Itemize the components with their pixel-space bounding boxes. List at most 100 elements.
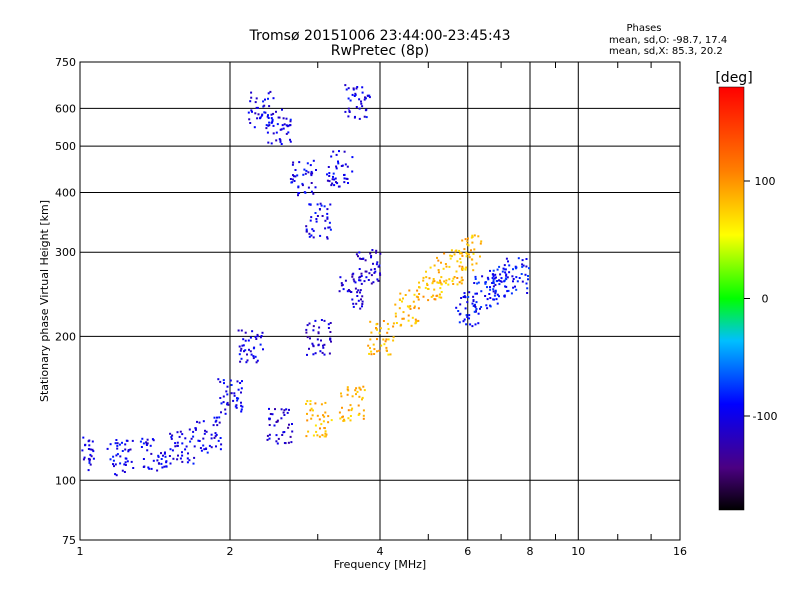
data-point — [314, 424, 317, 427]
data-point — [112, 463, 114, 466]
data-point — [495, 280, 498, 283]
data-point — [81, 449, 84, 452]
data-point — [89, 463, 92, 466]
data-point — [351, 298, 354, 301]
data-point — [323, 435, 326, 438]
data-point — [312, 434, 315, 437]
data-point — [157, 455, 160, 458]
data-point — [417, 296, 419, 299]
data-point — [310, 182, 313, 184]
data-point — [197, 439, 200, 442]
data-point — [242, 344, 245, 347]
data-point — [392, 322, 395, 325]
data-point — [492, 290, 495, 293]
data-point — [326, 216, 329, 219]
data-point — [289, 435, 292, 438]
data-point — [343, 150, 346, 153]
data-point — [357, 414, 360, 416]
data-point — [387, 338, 390, 341]
data-point — [288, 408, 290, 411]
data-point — [293, 180, 296, 182]
data-point — [438, 293, 441, 296]
data-point — [370, 350, 373, 353]
data-point — [88, 439, 91, 442]
data-point — [309, 164, 312, 167]
data-point — [283, 409, 286, 412]
data-point — [359, 279, 362, 282]
data-point — [364, 96, 366, 99]
data-point — [340, 282, 343, 285]
data-point — [263, 104, 266, 107]
data-point — [224, 408, 227, 411]
data-point — [449, 254, 452, 257]
data-point — [233, 392, 236, 395]
data-point — [311, 414, 314, 417]
data-point — [367, 279, 370, 281]
data-point — [386, 322, 389, 325]
data-point — [265, 127, 268, 130]
data-point — [358, 107, 361, 110]
data-point — [498, 279, 500, 282]
data-point — [314, 352, 317, 355]
data-point — [362, 385, 365, 388]
data-point — [158, 462, 160, 465]
data-point — [289, 140, 292, 143]
data-point — [152, 439, 155, 442]
data-point — [437, 271, 440, 274]
data-point — [409, 305, 412, 308]
data-point — [418, 286, 421, 289]
data-point — [238, 345, 241, 348]
data-point — [106, 447, 109, 450]
data-point — [332, 172, 335, 175]
data-point — [351, 275, 354, 278]
data-point — [376, 328, 378, 331]
data-point — [407, 314, 410, 317]
data-point — [171, 434, 174, 437]
data-point — [472, 295, 475, 298]
data-point — [389, 353, 392, 356]
data-point — [306, 419, 309, 422]
data-point — [322, 420, 325, 423]
data-point — [361, 91, 364, 94]
data-point — [240, 347, 243, 350]
data-point — [314, 212, 317, 214]
data-point — [192, 462, 195, 465]
data-point — [508, 264, 511, 267]
data-point — [462, 267, 465, 270]
data-point — [277, 116, 280, 119]
data-point — [394, 315, 397, 318]
data-point — [442, 267, 445, 270]
data-point — [439, 279, 441, 282]
data-point — [500, 280, 503, 283]
data-point — [439, 287, 442, 290]
data-point — [380, 344, 383, 347]
data-point — [151, 438, 154, 441]
data-point — [187, 452, 189, 455]
data-point — [82, 458, 85, 461]
data-point — [213, 416, 216, 419]
data-point — [312, 192, 315, 195]
colorbar-tick-label: 0 — [762, 293, 769, 306]
x-tick-label: 4 — [377, 545, 384, 558]
data-point — [463, 318, 466, 321]
data-point — [150, 452, 153, 455]
data-point — [256, 359, 259, 362]
data-point — [468, 253, 470, 256]
data-point — [316, 414, 319, 417]
data-point — [473, 310, 476, 313]
data-point — [268, 433, 271, 436]
data-point — [323, 205, 326, 208]
data-point — [274, 408, 276, 411]
data-point — [343, 181, 346, 184]
data-point — [205, 448, 207, 450]
data-point — [461, 269, 464, 271]
data-point — [267, 97, 269, 100]
data-point — [512, 280, 514, 283]
data-point — [291, 163, 294, 166]
data-point — [373, 353, 376, 355]
data-point — [217, 439, 220, 442]
data-point — [283, 123, 286, 126]
data-point — [337, 162, 340, 165]
data-point — [358, 386, 361, 389]
data-point — [417, 319, 420, 322]
